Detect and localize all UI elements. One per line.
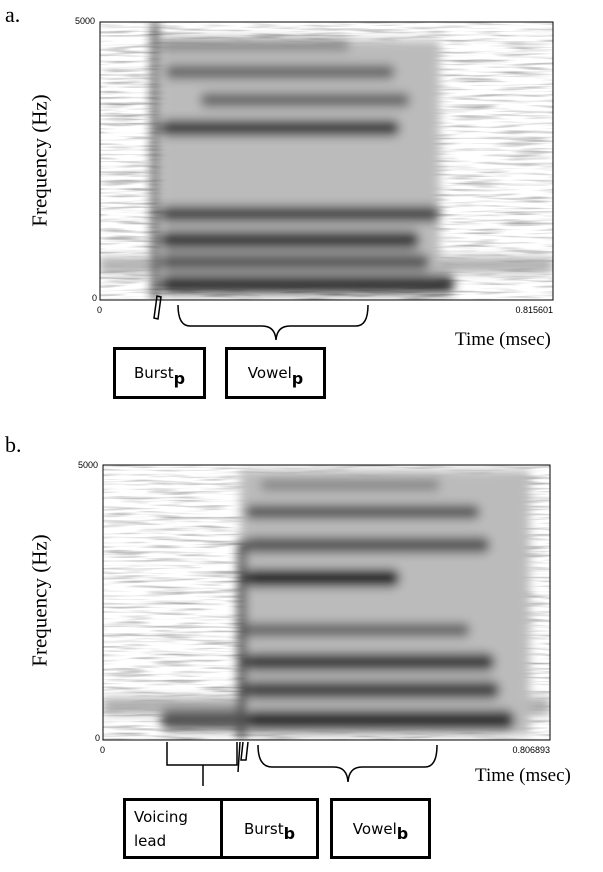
y-axis-label: Frequency (Hz) — [27, 94, 52, 227]
x-tick-label: 0.815601 — [515, 305, 553, 315]
x-axis-label: Time (msec) — [455, 329, 551, 350]
spectral-band — [245, 505, 480, 519]
burst-marker — [153, 295, 162, 320]
plot-frame — [102, 464, 551, 741]
y-axis-label: Frequency (Hz) — [27, 534, 52, 667]
x-tick-label: 0 — [100, 745, 106, 755]
burst-marker — [237, 741, 249, 773]
vowel-brace — [257, 744, 438, 783]
spectrogram — [100, 22, 553, 300]
spectral-band — [238, 540, 246, 740]
y-tick-label: 5000 — [74, 16, 95, 26]
annotation-subscript: p — [173, 368, 186, 388]
x-axis-label: Time (msec) — [475, 765, 571, 786]
spectral-band — [160, 275, 455, 293]
spectral-band — [160, 254, 430, 270]
brackets — [153, 295, 438, 786]
annotation-box: Burst b — [220, 798, 319, 859]
annotation-text: Vowel — [247, 364, 292, 382]
annotation-box: Burst p — [113, 347, 206, 399]
annotation-text: Burst — [133, 364, 174, 382]
spectral-band — [160, 120, 400, 136]
annotation-box: Vowel p — [225, 347, 326, 399]
annotation-box: Voicing lead — [123, 798, 223, 859]
spectral-band — [160, 231, 420, 249]
spectral-band — [245, 710, 515, 730]
spectral-band — [245, 569, 400, 587]
spectral-band — [200, 93, 410, 107]
plot-frame — [99, 21, 554, 301]
spectral-band — [260, 479, 440, 491]
annotation-box: Vowel b — [330, 798, 431, 859]
spectral-band — [160, 710, 245, 730]
spectral-band — [245, 537, 490, 553]
annotation-subscript: b — [283, 824, 296, 843]
formants — [100, 22, 553, 300]
panel-label: a. — [5, 2, 21, 27]
spectral-band — [245, 681, 500, 699]
formants — [103, 470, 550, 740]
spectral-band — [245, 623, 470, 637]
spectral-band — [165, 65, 395, 79]
voicing-bracket — [166, 742, 238, 786]
y-tick-label: 0 — [91, 293, 97, 303]
vowel-brace — [177, 304, 369, 341]
spectral-band — [160, 206, 440, 222]
spectral-band — [160, 39, 350, 51]
spectral-band — [152, 22, 158, 300]
annotation-text: Burst — [243, 819, 284, 838]
annotation-subscript: p — [291, 368, 304, 388]
y-tick-label: 0 — [94, 733, 100, 743]
spectral-band — [245, 653, 495, 671]
spectrogram — [103, 465, 550, 740]
x-tick-label: 0.806893 — [512, 745, 550, 755]
x-tick-label: 0 — [97, 305, 103, 315]
panel-label: b. — [5, 432, 22, 457]
annotation-text: Voicing lead — [134, 807, 188, 850]
annotation-text: Vowel — [352, 819, 397, 838]
annotation-subscript: b — [396, 824, 409, 843]
y-tick-label: 5000 — [77, 460, 98, 470]
